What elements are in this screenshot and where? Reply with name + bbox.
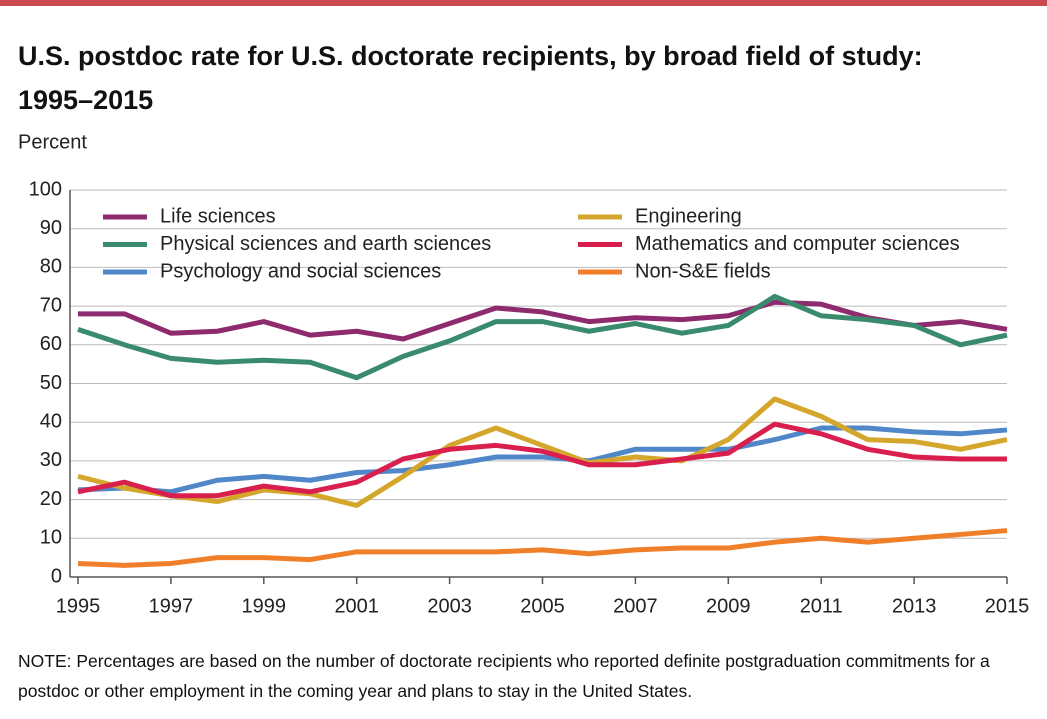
- y-tick-label: 70: [40, 294, 62, 316]
- note: NOTE: Percentages are based on the numbe…: [18, 651, 990, 701]
- series-line: [77, 421, 1007, 499]
- y-tick-label: 50: [40, 372, 62, 394]
- legend-label: Life sciences: [160, 205, 276, 227]
- legend-label: Engineering: [635, 205, 742, 227]
- legend-label: Physical sciences and earth sciences: [160, 233, 491, 255]
- y-tick-label: 100: [29, 178, 62, 200]
- x-tick-label: 2007: [613, 595, 658, 617]
- y-axis-label: Percent: [18, 131, 87, 153]
- x-tick-label: 2011: [800, 595, 843, 617]
- series-line: [77, 293, 1008, 381]
- y-tick-label: 40: [40, 410, 62, 432]
- legend-label: Non-S&E fields: [635, 260, 771, 282]
- x-tick-label: 1995: [56, 595, 101, 617]
- y-tick-label: 90: [40, 217, 62, 239]
- series-line: [77, 528, 1008, 568]
- x-tick-label: 2009: [706, 595, 751, 617]
- x-tick-label: 2001: [334, 595, 379, 617]
- x-tick-label: 2005: [520, 595, 565, 617]
- y-tick-label: 60: [40, 333, 62, 355]
- y-tick-label: 10: [40, 527, 62, 549]
- y-tick-label: 80: [40, 256, 62, 278]
- x-tick-label: 1999: [242, 595, 287, 617]
- chart-title: U.S. postdoc rate for U.S. doctorate rec…: [18, 41, 923, 115]
- x-tick-label: 2015: [985, 595, 1030, 617]
- legend-label: Psychology and social sciences: [160, 260, 441, 282]
- y-tick-label: 30: [40, 449, 62, 471]
- y-tick-label: 0: [51, 565, 62, 587]
- legend-label: Mathematics and computer sciences: [635, 233, 960, 255]
- chart: Percent 0 10 20 30 40 50 60 70 80 90 100 1995 1997 19…: [18, 131, 1030, 617]
- top-stripe: [0, 0, 1047, 6]
- x-tick-label: 1997: [149, 595, 194, 617]
- y-tick-label: 20: [40, 488, 62, 510]
- series-line: [77, 425, 1008, 495]
- x-tick-label: 2013: [892, 595, 937, 617]
- series-line: [77, 396, 1008, 508]
- x-tick-label: 2003: [427, 595, 472, 617]
- series-line: [78, 299, 1008, 342]
